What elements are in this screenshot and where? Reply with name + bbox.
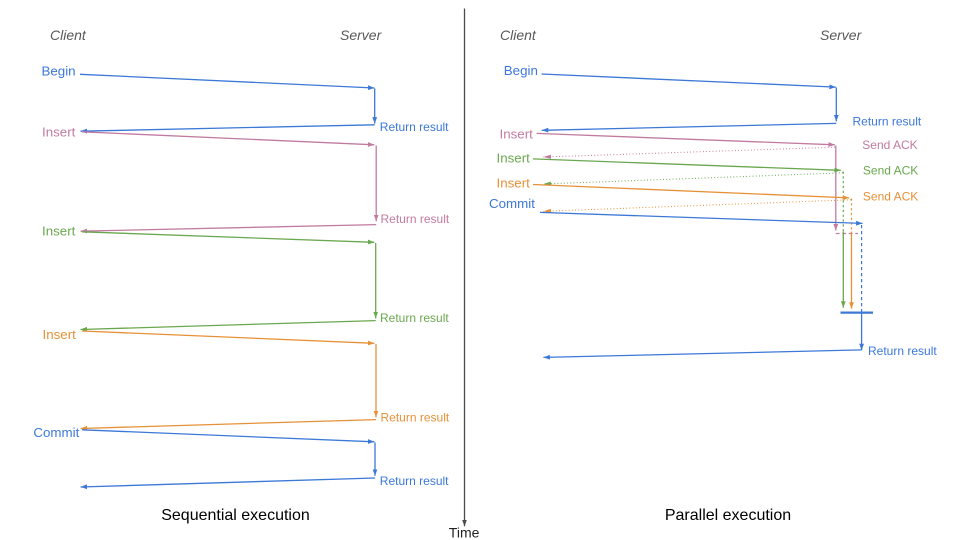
svg-text:Insert: Insert [497, 176, 531, 191]
svg-text:Return result: Return result [380, 311, 449, 325]
svg-text:Return result: Return result [853, 114, 922, 128]
svg-text:Return result: Return result [381, 410, 450, 424]
svg-text:Begin: Begin [42, 64, 76, 79]
svg-text:Return result: Return result [380, 120, 449, 134]
svg-text:Client: Client [500, 27, 537, 43]
svg-text:Sequential execution: Sequential execution [161, 507, 310, 524]
svg-text:Return result: Return result [381, 212, 450, 226]
svg-text:Commit: Commit [33, 425, 79, 440]
svg-text:Insert: Insert [43, 327, 77, 342]
svg-text:Insert: Insert [42, 224, 76, 239]
svg-text:Server: Server [820, 27, 863, 43]
svg-text:Send ACK: Send ACK [863, 189, 918, 203]
svg-text:Return result: Return result [868, 344, 937, 358]
svg-text:Parallel execution: Parallel execution [665, 507, 791, 524]
svg-text:Time: Time [449, 524, 480, 540]
svg-text:Begin: Begin [504, 63, 538, 78]
svg-text:Client: Client [50, 27, 87, 43]
svg-text:Return result: Return result [380, 474, 449, 488]
svg-text:Insert: Insert [500, 126, 534, 141]
svg-text:Insert: Insert [42, 125, 76, 140]
svg-text:Insert: Insert [497, 151, 531, 166]
svg-text:Send ACK: Send ACK [862, 138, 917, 152]
svg-text:Commit: Commit [489, 196, 535, 211]
svg-text:Server: Server [340, 27, 383, 43]
svg-text:Send ACK: Send ACK [863, 164, 918, 178]
